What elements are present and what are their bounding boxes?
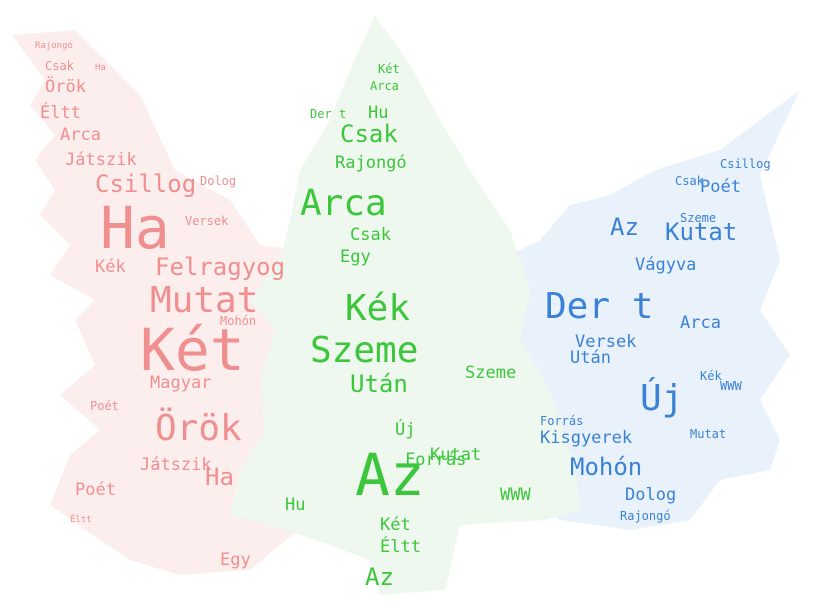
blue-tree-word: Arca bbox=[680, 313, 721, 333]
red-tree-word: Éltt bbox=[40, 101, 81, 123]
green-tree-word: Csak bbox=[340, 120, 398, 148]
blue-tree-word: Rajongó bbox=[620, 509, 671, 523]
blue-tree-word: Kék bbox=[700, 369, 722, 383]
red-tree-word: Egy bbox=[220, 550, 251, 570]
green-tree-word: Új bbox=[395, 418, 415, 440]
blue-tree-word: Mutat bbox=[690, 427, 726, 441]
green-tree-word: Után bbox=[350, 370, 408, 398]
red-tree-word: Ha bbox=[100, 194, 170, 262]
green-tree-word: Rajongó bbox=[335, 153, 407, 173]
red-tree-word: Versek bbox=[185, 214, 229, 228]
green-tree-word: Szeme bbox=[310, 330, 418, 371]
blue-tree-word: Az bbox=[610, 213, 639, 241]
blue-tree-word: Kutat bbox=[665, 218, 737, 246]
green-tree-word: Csak bbox=[350, 225, 391, 245]
green-tree-word: Az bbox=[355, 441, 425, 509]
blue-tree-word: Szeme bbox=[680, 211, 716, 225]
green-tree-word: Forrás bbox=[405, 450, 466, 470]
red-tree-word: Felragyog bbox=[155, 253, 285, 281]
green-tree-word: Arca bbox=[370, 79, 399, 93]
red-tree-word: Poét bbox=[75, 480, 116, 500]
blue-tree-word: Új bbox=[640, 377, 683, 419]
red-tree-word: Poét bbox=[90, 399, 119, 413]
red-tree-word: Ha bbox=[205, 463, 234, 491]
red-tree-word: Csillog bbox=[95, 170, 196, 198]
red-tree-word: Magyar bbox=[150, 373, 211, 393]
red-tree-word: Ha bbox=[95, 63, 106, 73]
red-tree-word: Kék bbox=[95, 257, 126, 277]
green-tree-word: Két bbox=[378, 62, 400, 76]
red-tree-word: Rajongó bbox=[35, 40, 73, 51]
green-tree-word: Kutat bbox=[430, 445, 481, 465]
blue-tree-word: Után bbox=[570, 348, 611, 368]
green-tree-word: Szeme bbox=[465, 363, 516, 383]
green-tree-word: Kék bbox=[345, 288, 410, 329]
red-tree-word: Arca bbox=[60, 125, 101, 145]
red-tree-word: Mutat bbox=[150, 280, 258, 321]
red-tree-word: Örök bbox=[45, 75, 86, 97]
red-tree-word: Játszik bbox=[65, 150, 137, 170]
blue-tree-word: Csillog bbox=[720, 157, 771, 171]
green-tree-word: Két bbox=[380, 515, 411, 535]
green-tree-word: Der t bbox=[310, 107, 346, 121]
red-tree-word: Játszik bbox=[140, 455, 212, 475]
blue-tree-word: Mohón bbox=[570, 453, 642, 481]
red-tree-word: Mohón bbox=[220, 314, 256, 328]
green-tree-word: Az bbox=[365, 563, 394, 591]
red-tree-word: Csak bbox=[45, 59, 75, 73]
blue-tree-word: Versek bbox=[575, 332, 636, 352]
red-tree-word: Két bbox=[140, 316, 245, 384]
green-tree-word: Hu bbox=[285, 495, 305, 515]
green-tree-word: Hu bbox=[368, 103, 388, 123]
green-tree-word: WWW bbox=[500, 485, 531, 505]
red-tree-word: Éltt bbox=[70, 513, 92, 525]
blue-tree-word: Dolog bbox=[625, 485, 676, 505]
blue-tree-word: Poét bbox=[700, 177, 741, 197]
blue-tree-word: Csak bbox=[675, 174, 705, 188]
blue-tree-word: Forrás bbox=[540, 414, 583, 428]
red-tree-word: Dolog bbox=[200, 174, 236, 188]
blue-tree-word: Vágyva bbox=[635, 255, 696, 275]
green-tree-word: Arca bbox=[300, 183, 387, 224]
green-tree-shape bbox=[230, 15, 580, 595]
green-tree-word: Egy bbox=[340, 247, 371, 267]
blue-tree-word: Der t bbox=[545, 286, 653, 327]
blue-tree-word: WWW bbox=[720, 379, 742, 393]
blue-tree-word: Kisgyerek bbox=[540, 428, 632, 448]
red-tree-word: Örök bbox=[155, 407, 242, 449]
red-tree-shape bbox=[12, 30, 320, 575]
green-tree-word: Éltt bbox=[380, 535, 421, 557]
